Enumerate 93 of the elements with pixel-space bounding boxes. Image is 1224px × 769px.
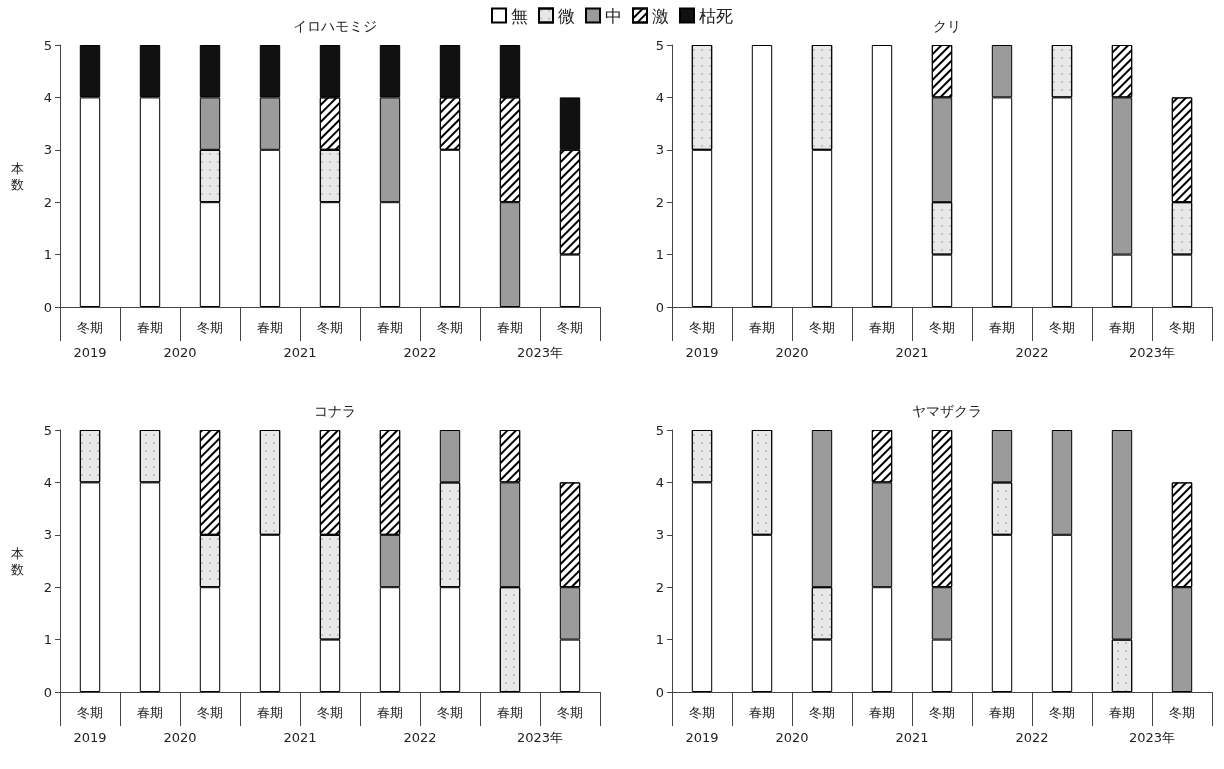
y-tick-label: 1 bbox=[655, 631, 664, 647]
text: 2022 bbox=[403, 345, 437, 360]
y-tick-label: 1 bbox=[43, 631, 52, 647]
y-tick-label: 0 bbox=[43, 299, 52, 315]
text: 2020 bbox=[163, 345, 197, 360]
text: 2019 bbox=[685, 729, 719, 745]
text: 2023年 bbox=[1128, 345, 1176, 360]
x-tick-label: 春期 bbox=[989, 704, 1015, 720]
y-tick-label: 0 bbox=[655, 299, 664, 315]
y-tick-label: 2 bbox=[655, 579, 664, 595]
x-tick-label: 冬期 bbox=[929, 320, 955, 335]
chart-title: ヤマザクラ bbox=[912, 402, 982, 419]
y-axis-title: 本数 bbox=[11, 545, 24, 576]
y-tick-label: 3 bbox=[655, 526, 664, 542]
chart-title: クリ bbox=[933, 18, 961, 34]
chart-title: イロハモミジ bbox=[293, 18, 377, 34]
y-tick-label: 0 bbox=[655, 684, 664, 699]
legend-label: 無 bbox=[511, 5, 528, 26]
x-tick-label: 春期 bbox=[497, 704, 523, 720]
text: 2021 bbox=[895, 729, 929, 745]
text: 2021 bbox=[283, 729, 317, 745]
text: 2023年 bbox=[1128, 729, 1176, 745]
x-tick-label: 春期 bbox=[749, 704, 775, 720]
text: 2019 bbox=[73, 345, 107, 360]
x-tick-label: 冬期 bbox=[1169, 704, 1195, 720]
x-tick-label: 冬期 bbox=[317, 320, 343, 335]
legend-label: 中 bbox=[605, 5, 622, 26]
x-tick-label: 春期 bbox=[869, 320, 895, 335]
bar bbox=[751, 45, 773, 307]
y-tick-label: 4 bbox=[43, 89, 52, 105]
x-tick-label: 冬期 bbox=[689, 704, 715, 720]
x-tick-label: 冬期 bbox=[557, 320, 583, 335]
y-tick-label: 2 bbox=[43, 579, 52, 595]
text: 2020 bbox=[163, 729, 197, 745]
x-tick-label: 春期 bbox=[137, 704, 163, 720]
x-tick-label: 春期 bbox=[497, 320, 523, 335]
x-tick-label: 冬期 bbox=[809, 320, 835, 335]
y-tick-label: 5 bbox=[655, 37, 664, 53]
text: 2020 bbox=[775, 729, 809, 745]
legend-label: 微 bbox=[558, 5, 575, 26]
x-tick-label: 冬期 bbox=[197, 320, 223, 335]
x-tick-label: 春期 bbox=[257, 320, 283, 335]
y-tick-label: 2 bbox=[43, 194, 52, 210]
text: 2020 bbox=[775, 345, 809, 360]
text: 2022 bbox=[1015, 729, 1049, 745]
x-tick-label: 冬期 bbox=[77, 320, 103, 335]
x-tick-label: 冬期 bbox=[77, 704, 103, 720]
x-tick-label: 冬期 bbox=[1049, 320, 1075, 335]
text: 2022 bbox=[403, 729, 437, 745]
x-tick-label: 冬期 bbox=[437, 704, 463, 720]
bar bbox=[871, 45, 893, 307]
y-axis-title: 本数 bbox=[11, 160, 24, 192]
x-tick-label: 冬期 bbox=[197, 704, 223, 720]
x-tick-label: 冬期 bbox=[317, 704, 343, 720]
text: 2019 bbox=[685, 345, 719, 360]
y-tick-label: 4 bbox=[655, 474, 664, 490]
text: 2021 bbox=[283, 345, 317, 360]
y-tick-label: 1 bbox=[43, 247, 52, 263]
y-tick-label: 5 bbox=[43, 422, 52, 437]
x-tick-label: 春期 bbox=[989, 320, 1015, 335]
y-tick-label: 4 bbox=[655, 89, 664, 105]
text: 2019 bbox=[73, 729, 107, 745]
legend-label: 激 bbox=[652, 5, 669, 26]
y-tick-label: 5 bbox=[655, 422, 664, 437]
y-tick-label: 1 bbox=[655, 247, 664, 263]
text: 2022 bbox=[1015, 345, 1049, 360]
y-tick-label: 0 bbox=[43, 684, 52, 699]
legend-label: 枯死 bbox=[699, 5, 733, 26]
text: 2023年 bbox=[516, 729, 564, 745]
x-tick-label: 春期 bbox=[377, 704, 403, 720]
y-tick-label: 3 bbox=[43, 526, 52, 542]
y-tick-label: 5 bbox=[43, 37, 52, 53]
y-tick-label: 3 bbox=[655, 142, 664, 158]
x-tick-label: 春期 bbox=[869, 704, 895, 720]
x-tick-label: 春期 bbox=[377, 320, 403, 335]
x-tick-label: 冬期 bbox=[437, 320, 463, 335]
x-tick-label: 春期 bbox=[257, 704, 283, 720]
x-tick-label: 春期 bbox=[137, 320, 163, 335]
y-tick-label: 2 bbox=[655, 194, 664, 210]
text: 2023年 bbox=[516, 345, 564, 360]
y-tick-label: 3 bbox=[43, 142, 52, 158]
x-tick-label: 冬期 bbox=[689, 320, 715, 335]
x-tick-label: 冬期 bbox=[1049, 704, 1075, 720]
x-tick-label: 冬期 bbox=[1169, 320, 1195, 335]
y-tick-label: 4 bbox=[43, 474, 52, 490]
text: 2021 bbox=[895, 345, 929, 360]
chart-title: コナラ bbox=[314, 402, 356, 419]
x-tick-label: 冬期 bbox=[929, 704, 955, 720]
x-tick-label: 冬期 bbox=[557, 704, 583, 720]
x-tick-label: 春期 bbox=[1109, 704, 1135, 720]
x-tick-label: 冬期 bbox=[809, 704, 835, 720]
x-tick-label: 春期 bbox=[1109, 320, 1135, 335]
x-tick-label: 春期 bbox=[749, 320, 775, 335]
